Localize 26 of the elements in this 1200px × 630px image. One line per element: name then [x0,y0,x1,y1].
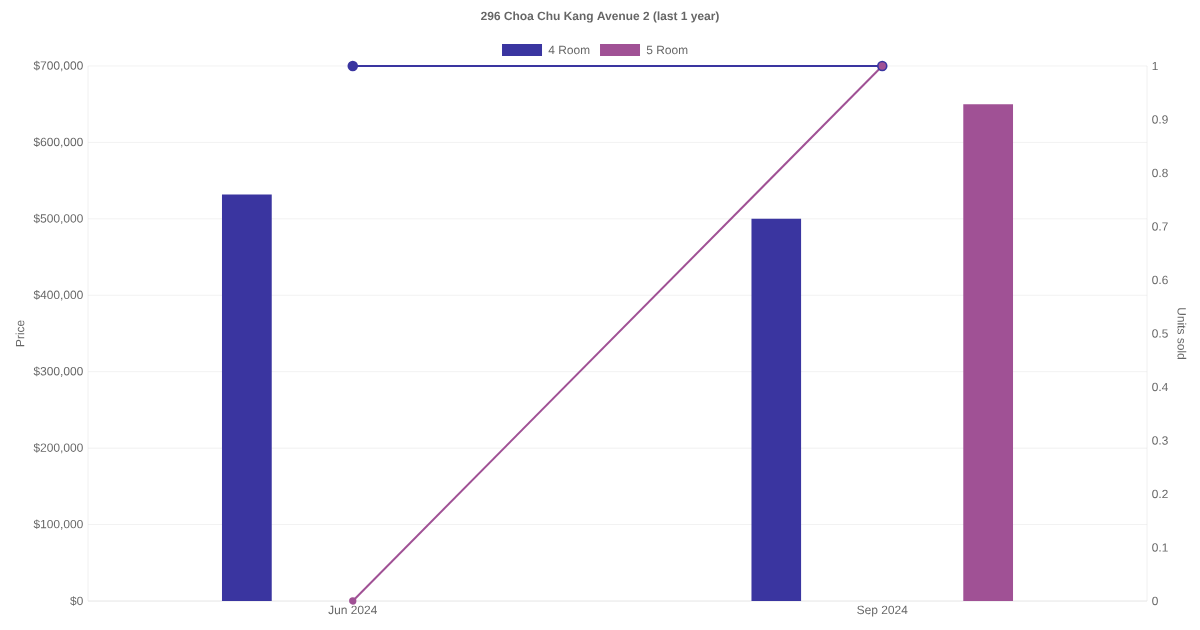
y2-tick-label: 0.4 [1152,382,1168,392]
y2-tick-label: 0.5 [1152,329,1168,338]
y-tick-label: $100,000 [33,519,83,530]
y2-tick-label: 0.9 [1152,115,1168,124]
x-tick-label: Jun 2024 [328,605,377,615]
y2-axis-title: Units sold [1177,308,1187,359]
y-tick-label: $300,000 [33,366,83,377]
y-tick-label: $400,000 [33,290,83,301]
y2-tick-label: 1 [1152,61,1158,71]
y-tick-label: $0 [70,596,83,606]
legend-label: 5 Room [646,45,688,55]
y2-tick-label: 0.3 [1152,436,1168,445]
y-tick-label: $200,000 [33,442,83,454]
x-tick-label: Sep 2024 [857,605,908,617]
y-tick-label: $600,000 [33,137,83,148]
y2-tick-label: 0.6 [1152,275,1168,285]
y2-tick-label: 0 [1152,596,1158,606]
y2-tick-label: 0.7 [1152,222,1168,231]
chart-title: 296 Choa Chu Kang Avenue 2 (last 1 year) [481,11,719,23]
y2-tick-label: 0.1 [1152,543,1168,552]
y-tick-label: $500,000 [33,213,83,225]
y-axis-title: Price [15,320,25,347]
y2-tick-label: 0.2 [1152,489,1168,499]
y2-tick-label: 0.8 [1152,168,1168,178]
legend-label: 4 Room [548,45,590,55]
y-tick-label: $700,000 [33,60,83,72]
